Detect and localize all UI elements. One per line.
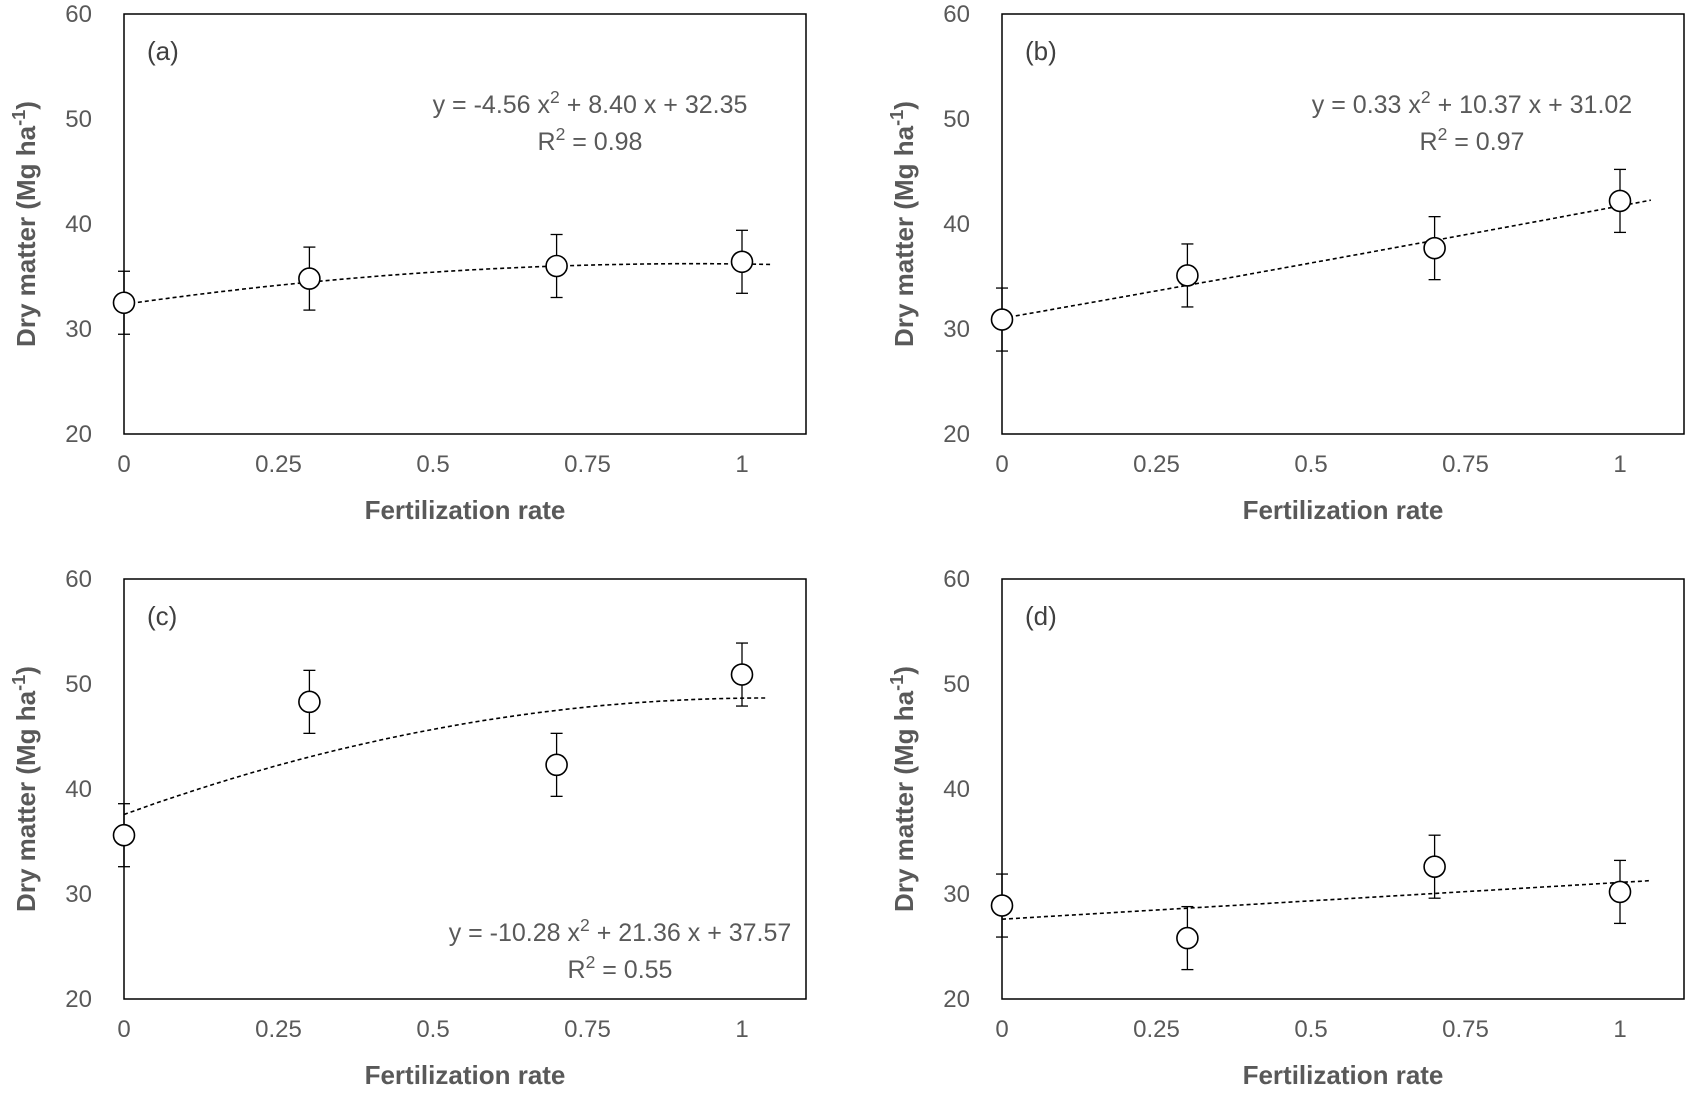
data-point: [1176, 926, 1199, 950]
x-tick-label: 1: [735, 1016, 748, 1043]
x-tick-label: 0.25: [255, 451, 302, 478]
y-tick-label: 30: [943, 316, 970, 343]
trendline: [123, 697, 767, 816]
plot-area-frame: [123, 578, 807, 1000]
x-axis-title: Fertilization rate: [1243, 495, 1444, 525]
x-tick-label: 0.5: [416, 1016, 449, 1043]
y-axis-title: Dry matter (Mg ha-1): [9, 666, 41, 912]
y-axis-title: Dry matter (Mg ha-1): [887, 666, 919, 912]
data-point: [990, 308, 1014, 331]
data-point: [112, 291, 136, 315]
x-tick-label: 0.5: [416, 451, 449, 478]
data-point: [730, 250, 754, 274]
y-tick-label: 50: [943, 106, 970, 133]
data-point: [1608, 880, 1632, 904]
x-tick-label: 0.25: [1133, 451, 1180, 478]
panel-label: (a): [147, 36, 179, 66]
data-point: [545, 753, 568, 777]
trendline-equation: y = -10.28 x2 + 21.36 x + 37.57: [449, 915, 792, 947]
y-tick-label: 30: [65, 316, 92, 343]
y-axis-title: Dry matter (Mg ha-1): [887, 101, 919, 347]
y-tick-label: 60: [943, 566, 970, 593]
data-point: [1176, 264, 1199, 287]
r-squared-label: R2 = 0.98: [538, 124, 643, 156]
data-point: [1608, 189, 1632, 213]
panel-label: (c): [147, 601, 177, 631]
r-squared-label: R2 = 0.97: [1420, 124, 1525, 156]
y-tick-label: 60: [65, 566, 92, 593]
x-tick-label: 1: [1613, 1016, 1626, 1043]
y-tick-label: 50: [65, 106, 92, 133]
plot-area-frame: [123, 13, 807, 435]
plot-area-frame: [1001, 13, 1685, 435]
x-tick-label: 0.5: [1294, 451, 1327, 478]
trendline: [1001, 879, 1651, 920]
x-tick-label: 0: [995, 451, 1008, 478]
chart-panel-a: 20 30 40 50 60 0 0.25 0.5 0.75 1 Fertilization rat…: [9, 1, 807, 525]
trendline-equation: y = 0.33 x2 + 10.37 x + 31.02: [1312, 87, 1632, 119]
x-tick-label: 0.25: [1133, 1016, 1180, 1043]
panel-label: (d): [1025, 601, 1057, 631]
panel-label: (b): [1025, 36, 1057, 66]
data-point: [112, 823, 136, 847]
r-squared-label: R2 = 0.55: [568, 952, 673, 984]
y-tick-label: 40: [943, 776, 970, 803]
trendline: [123, 262, 773, 306]
x-axis-title: Fertilization rate: [1243, 1060, 1444, 1090]
plot-area-frame: [1001, 578, 1685, 1000]
trendline: [1001, 199, 1652, 320]
y-tick-label: 60: [65, 1, 92, 28]
y-tick-label: 40: [65, 211, 92, 238]
chart-panel-d: 20 30 40 50 60 0 0.25 0.5 0.75 1 Fertilization rat…: [887, 566, 1685, 1090]
y-tick-label: 50: [943, 671, 970, 698]
y-tick-label: 30: [943, 881, 970, 908]
chart-panel-b: 20 30 40 50 60 0 0.25 0.5 0.75 1 Fertilization rat…: [887, 1, 1685, 525]
y-tick-label: 20: [943, 986, 970, 1013]
x-tick-label: 0: [995, 1016, 1008, 1043]
x-axis-title: Fertilization rate: [365, 495, 566, 525]
y-tick-label: 50: [65, 671, 92, 698]
x-tick-label: 0.75: [1442, 451, 1489, 478]
y-tick-label: 20: [943, 421, 970, 448]
x-tick-label: 0: [117, 1016, 130, 1043]
y-axis-title: Dry matter (Mg ha-1): [9, 101, 41, 347]
chart-panel-c: 20 30 40 50 60 0 0.25 0.5 0.75 1 Fertilization rat…: [9, 566, 807, 1090]
y-tick-label: 30: [65, 881, 92, 908]
x-tick-label: 0.5: [1294, 1016, 1327, 1043]
y-tick-label: 60: [943, 1, 970, 28]
x-tick-label: 0: [117, 451, 130, 478]
x-tick-label: 1: [735, 451, 748, 478]
data-point: [298, 690, 321, 714]
x-tick-label: 0.75: [564, 1016, 611, 1043]
data-point: [298, 267, 321, 290]
y-tick-label: 40: [65, 776, 92, 803]
x-tick-label: 0.75: [564, 451, 611, 478]
x-tick-label: 0.25: [255, 1016, 302, 1043]
trendline-equation: y = -4.56 x2 + 8.40 x + 32.35: [433, 87, 748, 119]
data-point: [990, 894, 1014, 917]
data-point: [545, 254, 568, 278]
y-tick-label: 40: [943, 211, 970, 238]
data-point: [730, 663, 754, 686]
data-point: [1423, 236, 1446, 260]
x-axis-title: Fertilization rate: [365, 1060, 566, 1090]
data-point: [1423, 855, 1446, 879]
y-tick-label: 20: [65, 986, 92, 1013]
x-tick-label: 1: [1613, 451, 1626, 478]
x-tick-label: 0.75: [1442, 1016, 1489, 1043]
y-tick-label: 20: [65, 421, 92, 448]
